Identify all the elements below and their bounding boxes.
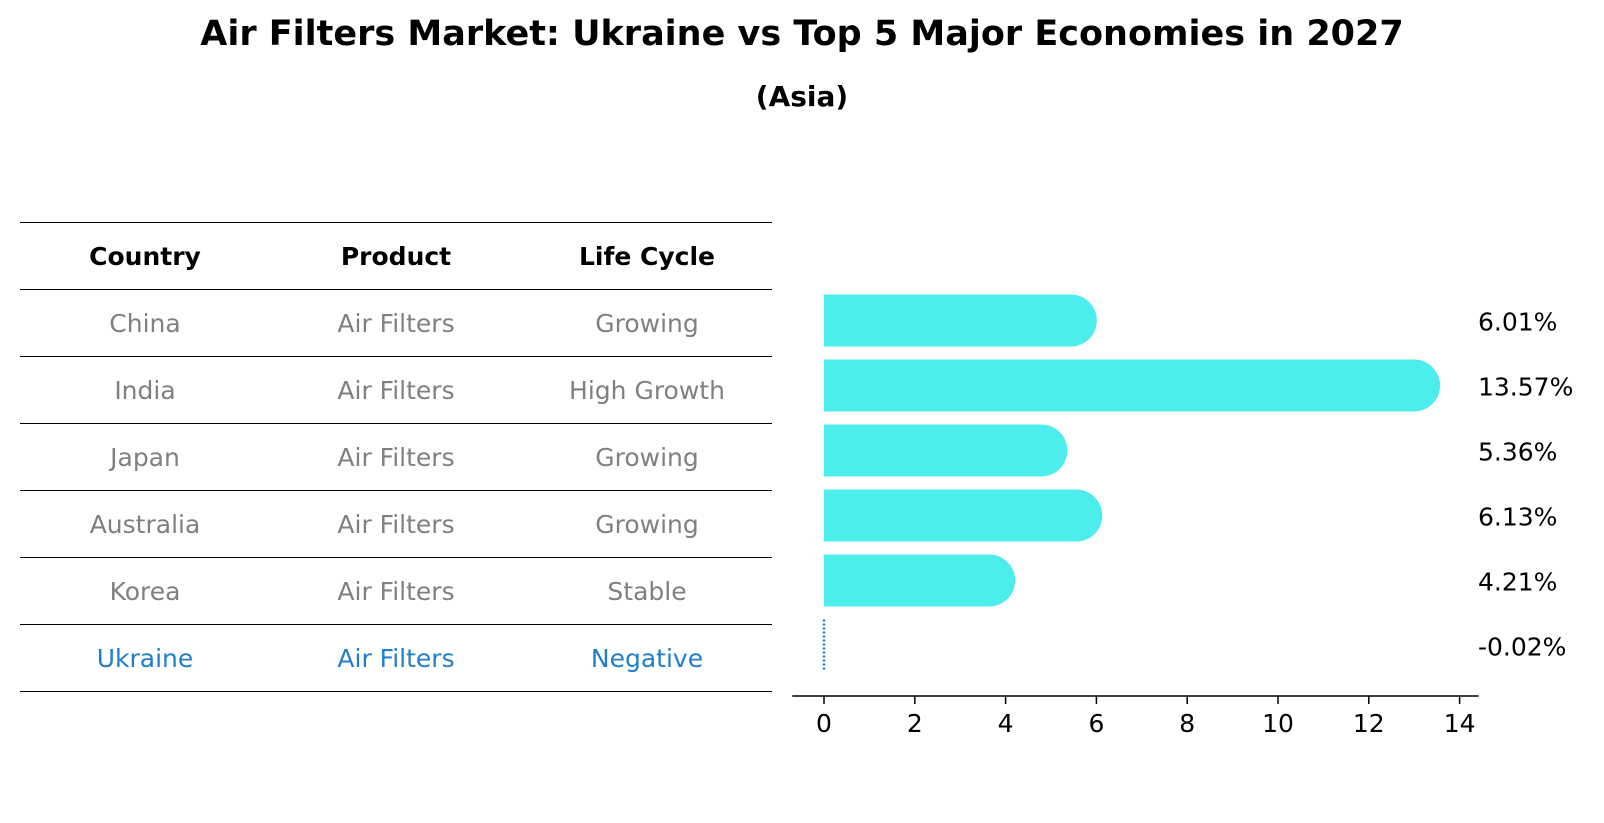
x-tick-label: 0	[816, 709, 832, 738]
cell-country: Japan	[110, 442, 180, 472]
cell-product: Air Filters	[337, 509, 455, 539]
table-header-row: Country Product Life Cycle	[20, 222, 772, 290]
cell-country: China	[109, 308, 181, 338]
cell-life-cycle: High Growth	[569, 375, 725, 405]
cell-product: Air Filters	[337, 576, 455, 606]
table-row-highlighted: Ukraine Air Filters Negative	[20, 625, 772, 692]
cell-life-cycle: Stable	[607, 576, 687, 606]
table-row: Japan Air Filters Growing	[20, 424, 772, 491]
bar-japan	[824, 424, 1068, 477]
bar-india	[824, 359, 1441, 412]
x-ticks-group: 0 2 4 6 8 10 12 14	[816, 696, 1476, 738]
cell-product: Air Filters	[337, 308, 455, 338]
value-label-china: 6.01%	[1478, 308, 1557, 337]
cell-life-cycle: Growing	[595, 442, 699, 472]
x-tick-label: 2	[907, 709, 923, 738]
cell-country: Korea	[109, 576, 181, 606]
bar-korea	[824, 554, 1016, 607]
cell-life-cycle: Negative	[590, 643, 704, 673]
x-tick-label: 8	[1179, 709, 1195, 738]
x-tick-label: 4	[998, 709, 1014, 738]
cell-country: Ukraine	[96, 643, 194, 673]
x-tick-label: 14	[1444, 709, 1476, 738]
x-tick-label: 6	[1088, 709, 1104, 738]
cell-life-cycle: Growing	[595, 509, 699, 539]
cell-product: Air Filters	[337, 442, 455, 472]
table-row: Australia Air Filters Growing	[20, 491, 772, 558]
bar-china	[824, 294, 1097, 347]
cell-product: Air Filters	[337, 375, 455, 405]
chart-subtitle: (Asia)	[755, 80, 849, 113]
value-labels-group: 6.01% 13.57% 5.36% 6.13% 4.21% -0.02%	[1478, 308, 1573, 662]
value-label-ukraine: -0.02%	[1478, 633, 1566, 662]
value-label-korea: 4.21%	[1478, 568, 1557, 597]
x-tick-label: 12	[1353, 709, 1385, 738]
header-life-cycle: Life Cycle	[578, 241, 716, 271]
x-tick-label: 10	[1262, 709, 1294, 738]
value-label-australia: 6.13%	[1478, 503, 1557, 532]
bar-australia	[824, 489, 1103, 542]
cell-country: Australia	[89, 509, 201, 539]
cell-product: Air Filters	[337, 643, 455, 673]
value-label-india: 13.57%	[1478, 373, 1573, 402]
table-row: China Air Filters Growing	[20, 290, 772, 357]
bars-group	[822, 294, 1441, 672]
chart-title: Air Filters Market: Ukraine vs Top 5 Maj…	[200, 14, 1404, 54]
country-table: Country Product Life Cycle China Air Fil…	[20, 222, 772, 692]
table-row: Korea Air Filters Stable	[20, 558, 772, 625]
cell-country: India	[114, 375, 176, 405]
table-row: India Air Filters High Growth	[20, 357, 772, 424]
header-product: Product	[340, 241, 452, 271]
cell-life-cycle: Growing	[595, 308, 699, 338]
header-country: Country	[89, 241, 201, 271]
value-label-japan: 5.36%	[1478, 438, 1557, 467]
